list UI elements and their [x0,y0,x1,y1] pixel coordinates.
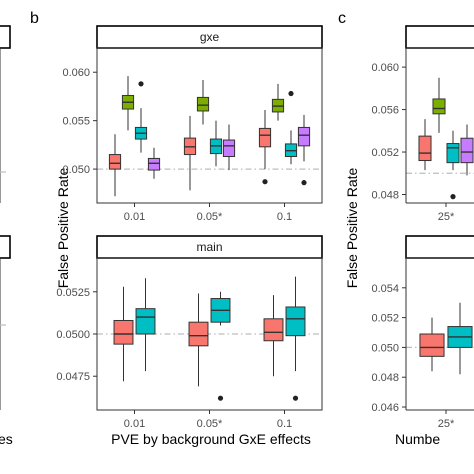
y-tick-label: 0.055 [62,116,90,128]
strip-box [405,235,474,259]
outlier-point [138,81,144,87]
panel-a-strip-top [0,25,11,49]
box-purple [297,126,311,147]
box-red [258,127,272,148]
x-tick-label: 0.01 [124,418,145,430]
x-tick-label: 0.01 [124,211,145,223]
x-tick-label: 0.1 [277,211,292,223]
panel-frame [96,47,323,204]
y-tick-label: 0.0475 [56,371,90,383]
y-tick-label: 0.052 [371,147,399,159]
y-tick-label: 0.048 [371,190,399,202]
y-tick-label: 0.048 [371,372,399,384]
strip-box [405,25,474,49]
y-tick-label: 0.050 [371,342,399,354]
strip-label: main [196,240,222,254]
panel-b-top: gxe 0.050 0.055 0.060 0.01 0.05* 0.1 [62,25,323,223]
box-cyan [285,306,306,337]
x-tick-label: 0.05* [197,418,223,430]
box-red [419,333,445,357]
x-tick-label: 25* [438,418,455,430]
strip-label: gxe [200,30,220,44]
box-red [263,318,284,342]
outlier-point [450,194,456,200]
panel-a-xlabel-fragment: es [0,431,13,447]
y-tick-label: 0.052 [371,313,399,325]
box-red [188,321,209,347]
box-purple [460,137,474,164]
outlier-point [288,90,294,97]
panel-c-tag: c [338,10,346,27]
x-tick-label: 25* [438,211,455,223]
x-tick-label: 0.05* [197,211,223,223]
panel-c-bottom: 0.046 0.048 0.050 0.052 0.054 25* [371,235,474,430]
y-tick-label: 0.054 [371,283,399,295]
y-tick-label: 0.0500 [56,329,90,341]
panel-a-strip-bottom [0,235,11,259]
y-tick-label: 0.056 [371,105,399,117]
y-tick-label: 0.046 [371,402,399,414]
outlier-point [301,180,307,186]
panel-a-fragment: es [0,25,13,447]
outlier-point [292,395,299,401]
panel-c-x-axis-title-fragment: Numbe [395,431,440,447]
x-tick-label: 0.1 [277,418,292,430]
outlier-point [262,179,268,185]
box-purple [222,139,236,157]
y-tick-label: 0.0525 [56,287,90,299]
panel-b-x-axis-title: PVE by background GxE effects [111,431,311,447]
y-tick-label: 0.050 [62,164,90,176]
box-cyan [135,308,156,335]
box-red [418,135,432,162]
outlier-point [217,395,224,401]
box-red [108,154,122,170]
panel-b-bottom: main 0.0475 0.0500 0.0525 0.01 0.05* 0.1 [56,235,323,430]
y-tick-label: 0.060 [371,62,399,74]
box-red [113,319,134,345]
y-tick-label: 0.060 [62,67,90,79]
box-green [432,98,446,115]
box-cyan [446,143,460,164]
panel-c-top: 0.048 0.052 0.056 0.060 25* [371,25,474,223]
panel-b-tag: b [30,10,39,27]
box-green [196,96,210,112]
panel-frame [96,257,323,411]
panel-b-y-axis-title: False Positive Rate [55,167,71,288]
panel-c-y-axis-title: False Positive Rate [344,167,360,288]
box-purple [147,157,161,171]
